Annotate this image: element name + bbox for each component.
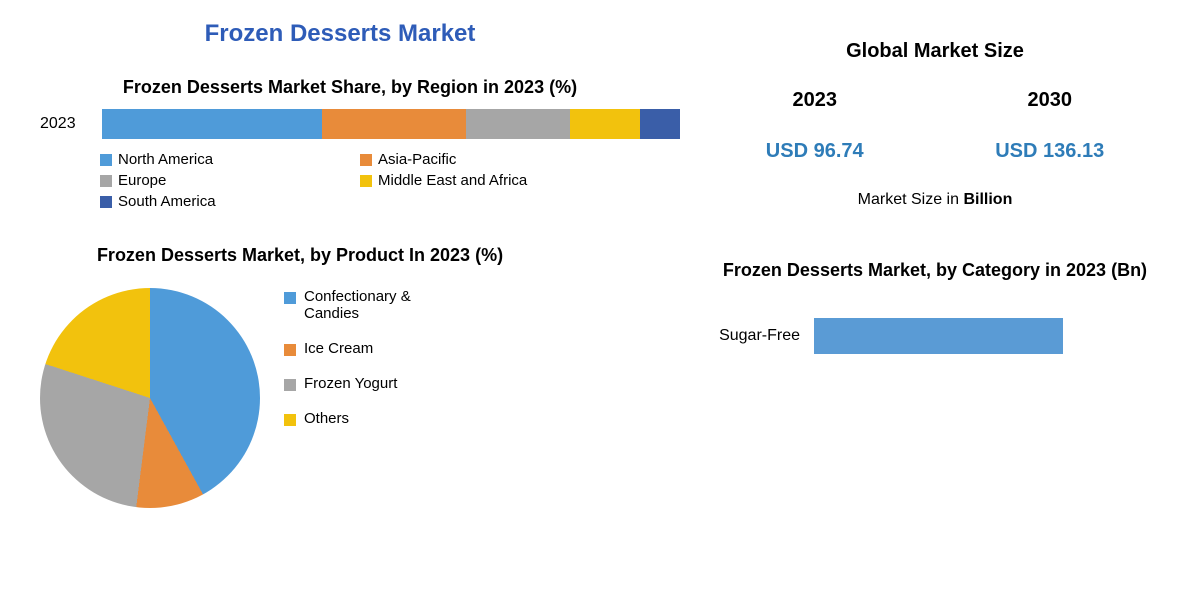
region-stacked-bar: [102, 109, 680, 139]
gms-note-bold: Billion: [963, 191, 1012, 208]
product-legend-item: Others: [284, 410, 464, 427]
legend-label: South America: [118, 193, 216, 210]
legend-label: Ice Cream: [304, 340, 373, 357]
category-chart: Frozen Desserts Market, by Category in 2…: [700, 259, 1170, 354]
legend-swatch: [284, 379, 296, 391]
category-chart-title: Frozen Desserts Market, by Category in 2…: [700, 259, 1170, 282]
region-bar-label: 2023: [40, 115, 90, 133]
product-legend-item: Confectionary & Candies: [284, 288, 464, 322]
region-segment: [466, 109, 570, 139]
region-segment: [102, 109, 322, 139]
gms-note-prefix: Market Size in: [858, 191, 964, 208]
legend-label: Confectionary & Candies: [304, 288, 464, 322]
region-bar-row: 2023: [40, 109, 680, 139]
gms-value-2030: USD 136.13: [995, 140, 1104, 163]
category-bar-row: Sugar-Free: [700, 318, 1170, 354]
gms-note: Market Size in Billion: [700, 191, 1170, 209]
global-market-size: Global Market Size 2023 USD 96.74 2030 U…: [700, 40, 1170, 209]
region-segment: [570, 109, 639, 139]
product-pie: [40, 288, 260, 508]
legend-label: Europe: [118, 172, 166, 189]
region-legend-item: Middle East and Africa: [360, 172, 620, 189]
category-bar-label: Sugar-Free: [700, 327, 800, 345]
region-chart-title: Frozen Desserts Market Share, by Region …: [80, 76, 620, 99]
gms-col-2030: 2030 USD 136.13: [995, 89, 1104, 163]
gms-col-2023: 2023 USD 96.74: [766, 89, 864, 163]
legend-swatch: [360, 175, 372, 187]
region-legend-item: South America: [100, 193, 360, 210]
legend-swatch: [100, 196, 112, 208]
left-column: Frozen Desserts Market Share, by Region …: [40, 70, 680, 508]
legend-label: Middle East and Africa: [378, 172, 527, 189]
legend-swatch: [100, 154, 112, 166]
legend-swatch: [284, 344, 296, 356]
gms-value-2023: USD 96.74: [766, 140, 864, 163]
legend-swatch: [100, 175, 112, 187]
gms-year-2023: 2023: [766, 89, 864, 112]
region-legend-item: North America: [100, 151, 360, 168]
product-chart-title: Frozen Desserts Market, by Product In 20…: [80, 244, 520, 267]
page-title: Frozen Desserts Market: [90, 0, 590, 48]
gms-title: Global Market Size: [700, 40, 1170, 63]
product-chart: Frozen Desserts Market, by Product In 20…: [40, 244, 680, 507]
category-bar-track: [814, 318, 1170, 354]
region-legend-item: Asia-Pacific: [360, 151, 620, 168]
gms-grid: 2023 USD 96.74 2030 USD 136.13: [700, 89, 1170, 163]
legend-label: Asia-Pacific: [378, 151, 456, 168]
product-legend: Confectionary & Candies Ice Cream Frozen Y…: [284, 288, 464, 427]
legend-label: North America: [118, 151, 213, 168]
region-segment: [640, 109, 680, 139]
category-bar-fill: [814, 318, 1063, 354]
legend-label: Frozen Yogurt: [304, 375, 397, 392]
product-legend-item: Frozen Yogurt: [284, 375, 464, 392]
legend-swatch: [284, 292, 296, 304]
legend-label: Others: [304, 410, 349, 427]
legend-swatch: [360, 154, 372, 166]
gms-year-2030: 2030: [995, 89, 1104, 112]
right-column: Global Market Size 2023 USD 96.74 2030 U…: [700, 40, 1170, 354]
region-legend-item: Europe: [100, 172, 360, 189]
product-legend-item: Ice Cream: [284, 340, 464, 357]
region-chart: Frozen Desserts Market Share, by Region …: [40, 76, 680, 214]
region-legend: North America Asia-Pacific Europe Middle Ea…: [100, 151, 680, 214]
legend-swatch: [284, 414, 296, 426]
region-segment: [322, 109, 467, 139]
